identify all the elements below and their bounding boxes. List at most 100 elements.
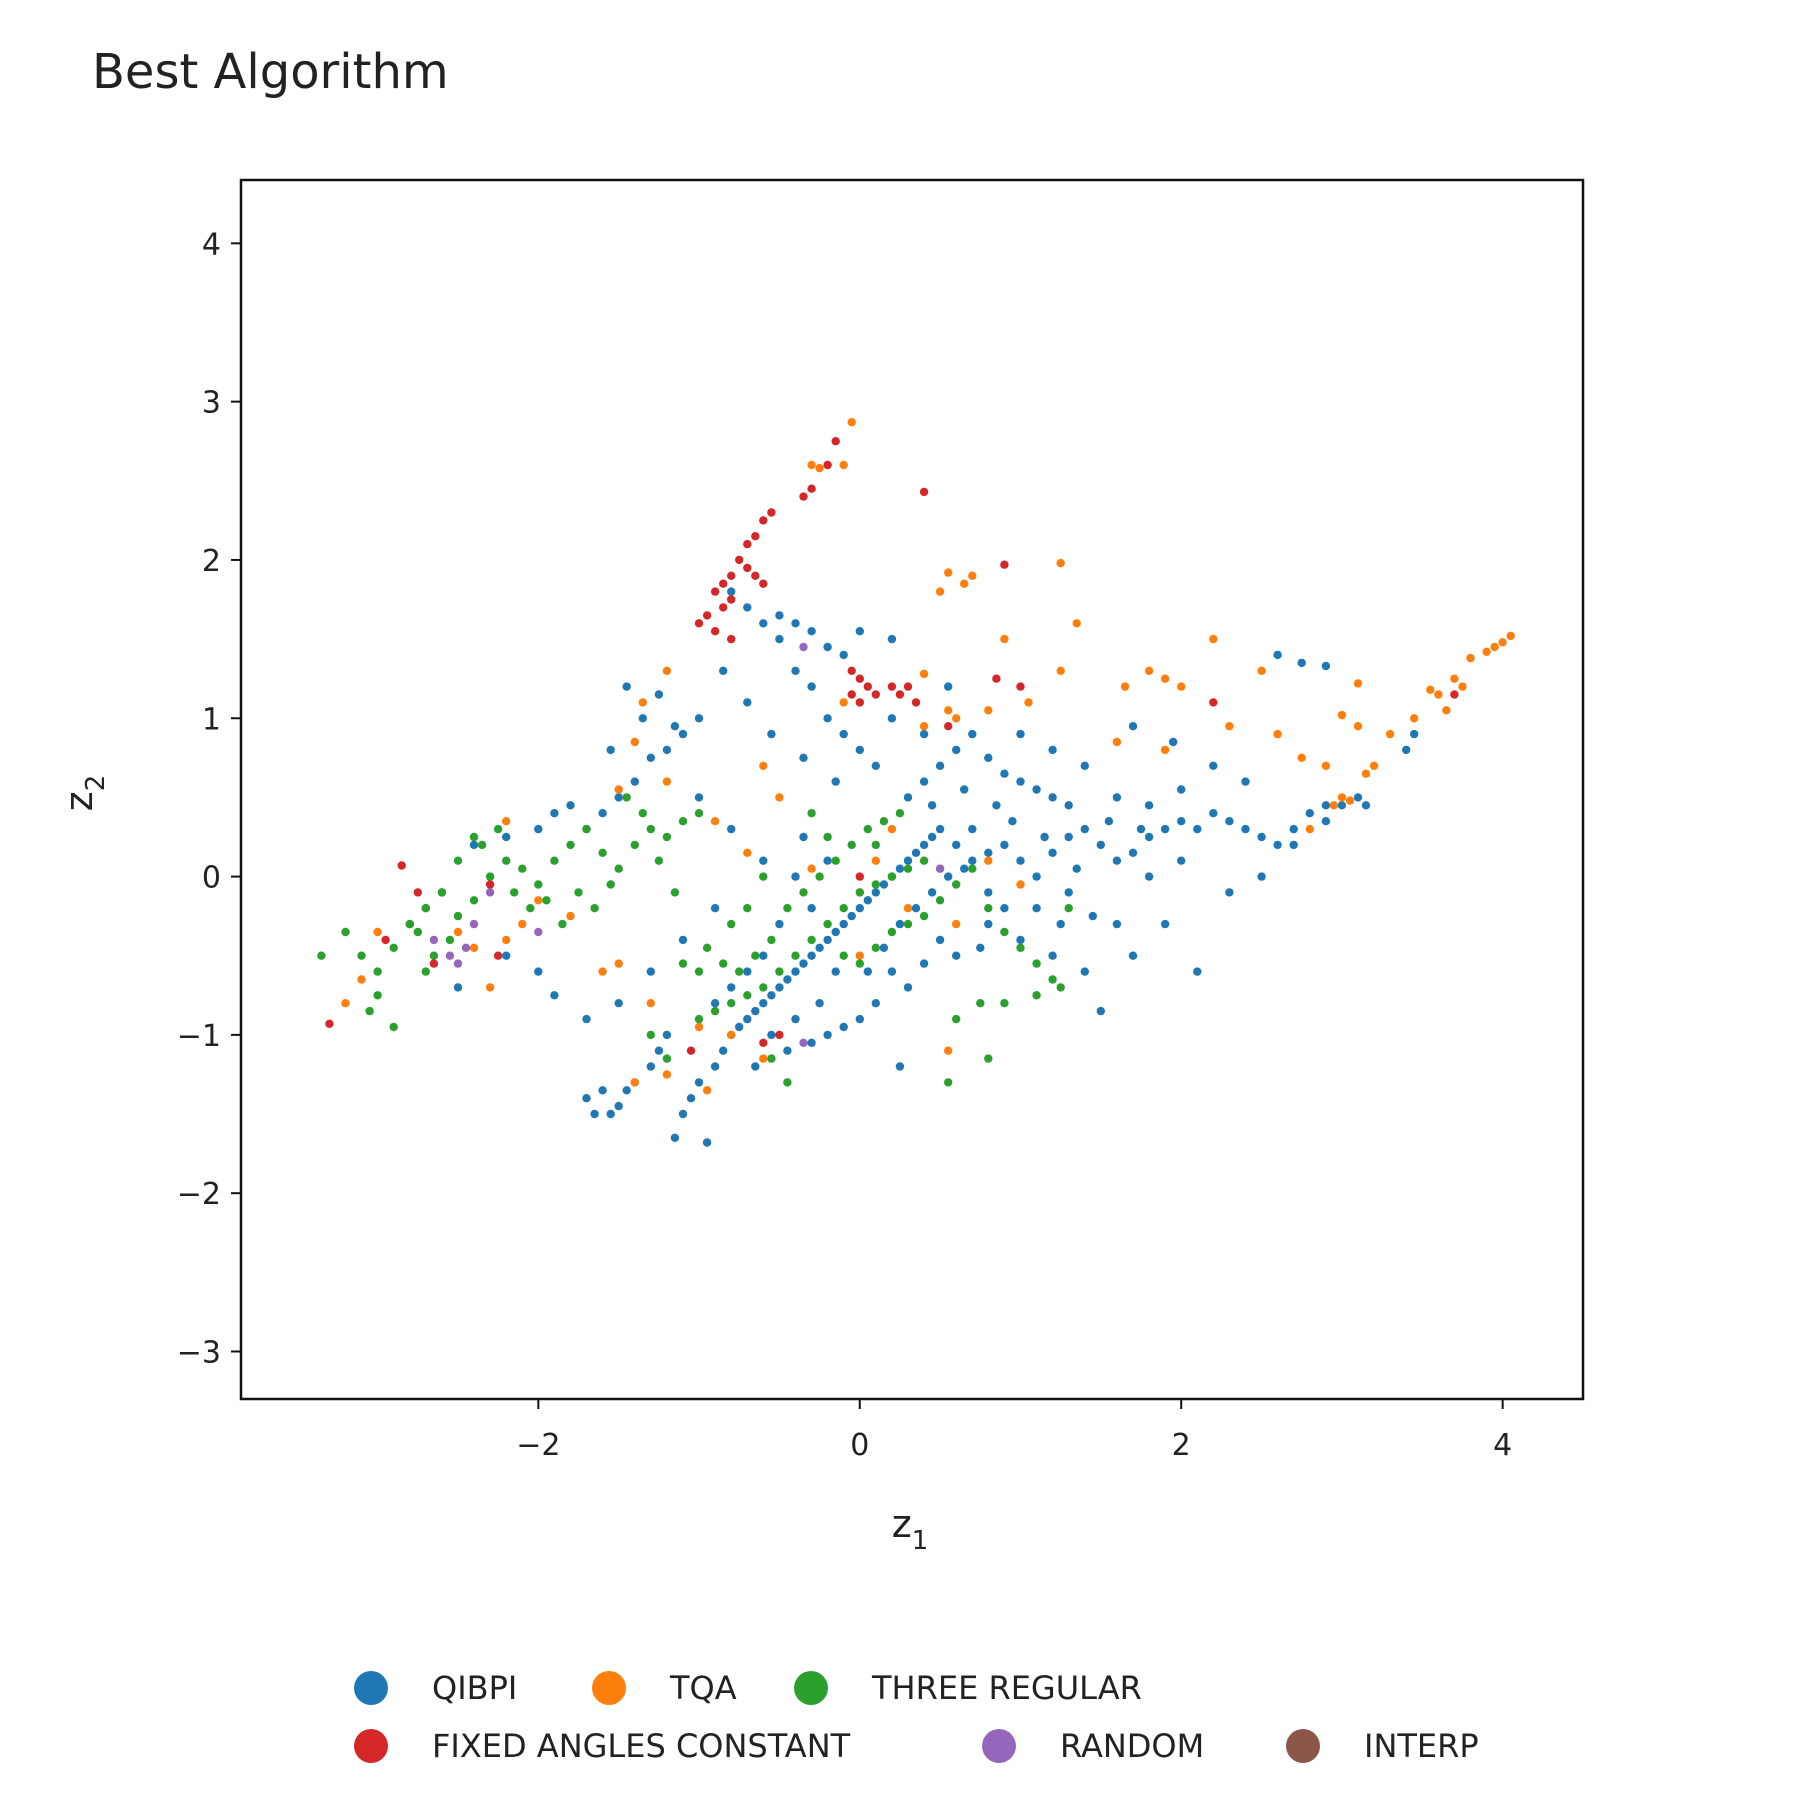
- data-point: [839, 698, 848, 707]
- data-point: [1032, 904, 1041, 913]
- legend-item-tqa[interactable]: TQA: [592, 1669, 737, 1707]
- data-point: [694, 1078, 704, 1087]
- data-point: [1048, 793, 1057, 802]
- data-point: [775, 1030, 784, 1040]
- data-point: [919, 487, 929, 497]
- data-point: [1297, 753, 1306, 762]
- data-point: [871, 888, 880, 897]
- data-point: [469, 832, 479, 842]
- data-point: [1064, 904, 1073, 913]
- legend-label: INTERP: [1364, 1727, 1479, 1765]
- data-point: [526, 904, 535, 913]
- data-point: [759, 983, 768, 992]
- data-point: [1056, 919, 1065, 929]
- data-point: [968, 864, 977, 873]
- data-point: [767, 1054, 776, 1063]
- data-point: [791, 666, 800, 675]
- data-point: [614, 793, 623, 802]
- data-point: [630, 1078, 639, 1087]
- data-point: [686, 1094, 696, 1103]
- data-point: [1329, 801, 1339, 810]
- data-point: [502, 817, 511, 826]
- data-point: [1144, 801, 1154, 810]
- data-point: [759, 872, 768, 881]
- data-point: [751, 951, 760, 960]
- data-point: [389, 943, 398, 952]
- data-point: [1225, 722, 1234, 731]
- data-point: [1112, 737, 1122, 747]
- data-point: [1410, 729, 1419, 739]
- data-point: [791, 872, 800, 881]
- data-point: [855, 745, 864, 755]
- data-point: [903, 919, 913, 929]
- data-point: [919, 722, 929, 731]
- data-point: [807, 864, 816, 873]
- data-point: [1000, 560, 1009, 569]
- data-point: [1144, 666, 1154, 675]
- data-point: [646, 824, 655, 834]
- data-point: [574, 888, 583, 897]
- data-point: [1450, 690, 1459, 699]
- data-point: [622, 793, 631, 802]
- data-point: [1016, 682, 1025, 691]
- data-point: [855, 959, 864, 968]
- data-point: [863, 824, 872, 834]
- data-point: [1289, 824, 1298, 834]
- data-point: [1426, 685, 1435, 694]
- data-point: [1305, 824, 1315, 834]
- data-point: [1321, 817, 1331, 826]
- legend-item-fixed-angles-constant[interactable]: FIXED ANGLES CONSTANT: [354, 1727, 851, 1765]
- data-point: [1000, 840, 1009, 850]
- legend-item-qibpi[interactable]: QIBPI: [354, 1669, 517, 1707]
- data-point: [1000, 769, 1009, 778]
- data-point: [759, 951, 768, 960]
- data-point: [927, 832, 937, 842]
- data-point: [1072, 864, 1081, 873]
- data-point: [1088, 911, 1098, 921]
- data-point: [702, 943, 712, 952]
- data-point: [775, 919, 784, 929]
- data-point: [469, 943, 479, 952]
- data-point: [919, 959, 929, 968]
- data-point: [1225, 888, 1234, 897]
- axes-frame: [239, 178, 1585, 1401]
- data-point: [807, 460, 816, 470]
- data-point: [727, 999, 736, 1008]
- data-point: [855, 904, 864, 913]
- data-point: [566, 840, 575, 850]
- data-point: [1321, 801, 1331, 810]
- legend-marker: [354, 1729, 388, 1763]
- data-point: [919, 669, 929, 679]
- data-point: [357, 951, 366, 960]
- legend-item-three-regular[interactable]: THREE REGULAR: [794, 1669, 1142, 1707]
- data-point: [735, 555, 744, 565]
- data-point: [429, 959, 439, 968]
- data-point: [775, 793, 784, 802]
- data-point: [831, 967, 840, 976]
- data-point: [984, 904, 993, 913]
- data-point: [815, 872, 824, 881]
- legend-item-interp[interactable]: INTERP: [1286, 1727, 1479, 1765]
- data-point: [518, 919, 527, 929]
- chart-title: Best Algorithm: [92, 44, 449, 100]
- data-point: [855, 872, 864, 881]
- data-point: [992, 674, 1001, 683]
- data-point: [1000, 927, 1009, 937]
- data-point: [1048, 951, 1057, 960]
- legend-item-random[interactable]: RANDOM: [982, 1727, 1204, 1765]
- data-point: [968, 856, 977, 865]
- data-point: [831, 856, 840, 865]
- data-point: [469, 896, 479, 905]
- data-point: [727, 1030, 736, 1040]
- data-point: [1506, 631, 1515, 641]
- data-point: [895, 1062, 905, 1071]
- legend-marker: [1286, 1729, 1320, 1763]
- data-point: [453, 856, 463, 865]
- data-point: [935, 761, 945, 770]
- data-point: [1257, 666, 1266, 675]
- data-point: [638, 714, 647, 723]
- y-axis-label-subscript: 2: [81, 775, 111, 792]
- data-point: [1361, 769, 1371, 778]
- data-point: [1048, 848, 1057, 857]
- data-point: [871, 761, 880, 770]
